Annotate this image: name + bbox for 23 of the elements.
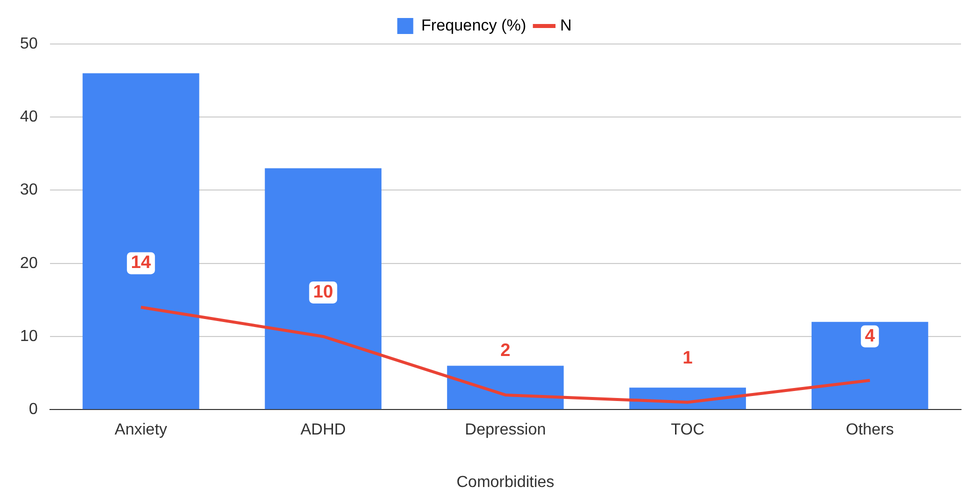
x-tick-label: Anxiety	[114, 422, 168, 439]
data-label: 10	[313, 281, 334, 302]
y-tick-label: 30	[20, 182, 38, 199]
legend-label: N	[560, 17, 572, 34]
y-tick-label: 40	[20, 108, 38, 126]
x-tick-label: Others	[846, 422, 894, 439]
bar	[264, 168, 382, 410]
bar	[82, 73, 200, 410]
y-tick-label: 50	[20, 35, 38, 52]
legend-label: Frequency (%)	[421, 17, 526, 34]
bar	[447, 366, 564, 410]
data-label: 14	[130, 252, 151, 272]
data-label: 2	[500, 340, 510, 360]
x-tick-label: Depression	[464, 422, 546, 439]
y-tick-label: 10	[20, 328, 38, 345]
x-tick-label: ADHD	[300, 422, 346, 439]
x-tick-label: TOC	[670, 422, 704, 439]
y-tick-label: 0	[28, 401, 38, 418]
data-label: 1	[682, 347, 693, 368]
x-axis-title: Comorbidities	[456, 474, 554, 491]
bar	[812, 322, 928, 410]
data-label: 4	[864, 325, 875, 346]
y-tick-label: 20	[20, 254, 38, 272]
